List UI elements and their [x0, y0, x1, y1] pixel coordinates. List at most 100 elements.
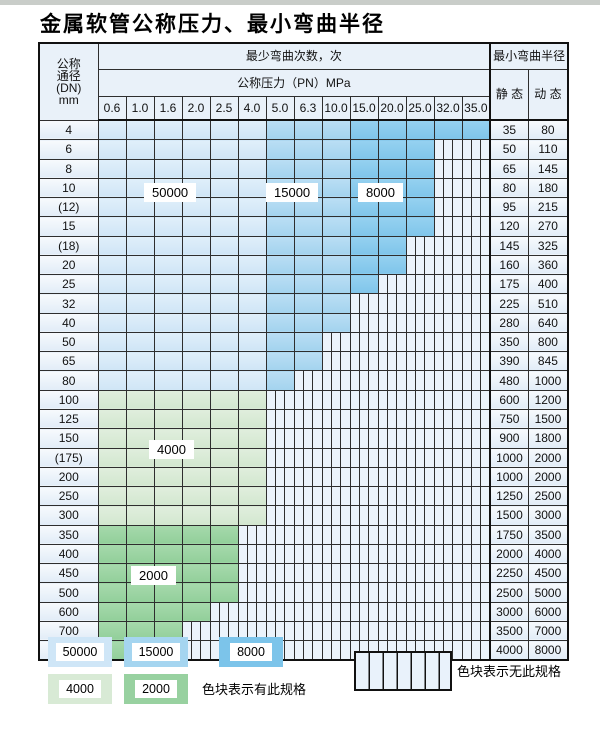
no-spec-cell: [405, 331, 435, 353]
table-row: 600 3000 6000: [38, 601, 569, 622]
table-row: 700 3500 7000: [38, 620, 569, 642]
dn-cell: 32: [38, 293, 99, 314]
no-spec-cell: [321, 466, 351, 488]
spec-cell: [153, 505, 183, 526]
spec-cell: [265, 274, 295, 295]
no-spec-cell: [209, 601, 239, 622]
spec-cell: [237, 447, 267, 468]
no-spec-cell: [377, 389, 407, 410]
legend-swatch-value: 2000: [135, 679, 177, 699]
no-spec-cell: [293, 620, 323, 642]
static-radius-cell: 80: [489, 177, 529, 199]
spec-cell: [97, 428, 127, 449]
spec-cell: [181, 524, 211, 545]
spec-cell: [125, 119, 155, 141]
spec-cell: [265, 293, 295, 314]
spec-cell: [349, 119, 379, 141]
spec-cell: [293, 119, 323, 141]
spec-cell: [181, 563, 211, 584]
spec-cell: [237, 389, 267, 410]
static-radius-cell: 3500: [489, 620, 529, 642]
static-radius-cell: 350: [489, 331, 529, 353]
pressure-header-15.0: 15.0: [349, 95, 379, 121]
dn-cell: 100: [38, 389, 99, 410]
spec-cell: [153, 524, 183, 545]
spec-cell: [125, 486, 155, 507]
spec-cell: [237, 428, 267, 449]
table-row: 100 600 1200: [38, 389, 569, 410]
pressure-header-1.6: 1.6: [153, 95, 183, 121]
pressure-title-header: 公称压力（PN）MPa: [97, 68, 491, 97]
no-spec-cell: [265, 505, 295, 526]
spec-cell: [97, 235, 127, 256]
dn-cell: 200: [38, 466, 99, 488]
no-spec-cell: [377, 370, 407, 391]
static-radius-cell: 4000: [489, 640, 529, 661]
spec-cell: [153, 216, 183, 237]
legend-spec-note: 色块表示有此规格: [202, 682, 307, 697]
spec-cell: [97, 312, 127, 333]
no-spec-cell: [321, 640, 351, 661]
pressure-header-35.0: 35.0: [461, 95, 491, 121]
no-spec-cell: [461, 582, 491, 603]
no-spec-cell: [405, 601, 435, 622]
no-spec-cell: [405, 312, 435, 333]
spec-cell: [293, 274, 323, 295]
table-row: 6 50 110: [38, 139, 569, 160]
dn-header-line: 公称: [56, 56, 81, 71]
spec-cell: [153, 235, 183, 256]
cycles-title-header: 最少弯曲次数，次: [97, 42, 491, 70]
no-spec-cell: [349, 351, 379, 372]
dynamic-radius-cell: 6000: [527, 601, 569, 622]
spec-cell: [209, 139, 239, 160]
table-row: (12) 95 215: [38, 197, 569, 218]
static-radius-cell: 900: [489, 428, 529, 449]
spec-cell: [237, 312, 267, 333]
no-spec-cell: [321, 370, 351, 391]
dynamic-column-header: 动 态: [527, 68, 569, 121]
dynamic-radius-cell: 7000: [527, 620, 569, 642]
pressure-header-10.0: 10.0: [321, 95, 351, 121]
pressure-header-6.3: 6.3: [293, 95, 323, 121]
spec-cell: [181, 543, 211, 565]
spec-cell: [265, 254, 295, 276]
dynamic-radius-cell: 325: [527, 235, 569, 256]
no-spec-cell: [265, 486, 295, 507]
dn-cell: 50: [38, 331, 99, 353]
static-radius-cell: 2500: [489, 582, 529, 603]
no-spec-cell: [321, 486, 351, 507]
dynamic-radius-cell: 2000: [527, 447, 569, 468]
dynamic-radius-cell: 110: [527, 139, 569, 160]
spec-cell: [237, 139, 267, 160]
spec-cell: [293, 312, 323, 333]
spec-cell: [153, 351, 183, 372]
dn-header-line: mm: [58, 92, 79, 107]
spec-cell: [153, 370, 183, 391]
spec-cell: [97, 563, 127, 584]
legend-swatch-15000: 15000: [124, 637, 188, 667]
no-spec-cell: [265, 563, 295, 584]
legend-swatch-value: 15000: [131, 642, 181, 662]
no-spec-cell: [433, 389, 463, 410]
spec-cell: [125, 524, 155, 545]
spec-cell: [125, 543, 155, 565]
no-spec-cell: [349, 466, 379, 488]
spec-cell: [125, 293, 155, 314]
dynamic-radius-cell: 3500: [527, 524, 569, 545]
spec-cell: [349, 254, 379, 276]
spec-cell: [321, 235, 351, 256]
dn-header-line: (DN): [56, 80, 82, 95]
pressure-header-20.0: 20.0: [377, 95, 407, 121]
spec-cell: [125, 582, 155, 603]
spec-cell: [153, 331, 183, 353]
no-spec-cell: [377, 466, 407, 488]
spec-cell: [209, 408, 239, 430]
no-spec-cell: [461, 640, 491, 661]
spec-cell: [181, 601, 211, 622]
static-radius-cell: 1750: [489, 524, 529, 545]
spec-cell: [237, 158, 267, 179]
dynamic-radius-cell: 5000: [527, 582, 569, 603]
no-spec-cell: [405, 466, 435, 488]
spec-cell: [377, 158, 407, 179]
no-spec-cell: [349, 293, 379, 314]
